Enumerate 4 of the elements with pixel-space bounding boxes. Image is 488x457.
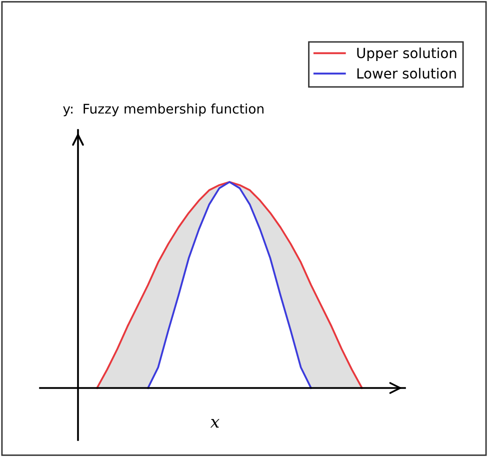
y-axis-title: y: Fuzzy membership function — [63, 104, 264, 116]
legend-label: Lower solution — [357, 68, 456, 79]
x-axis-title: x — [210, 418, 220, 428]
legend-label: Upper solution — [357, 48, 456, 61]
